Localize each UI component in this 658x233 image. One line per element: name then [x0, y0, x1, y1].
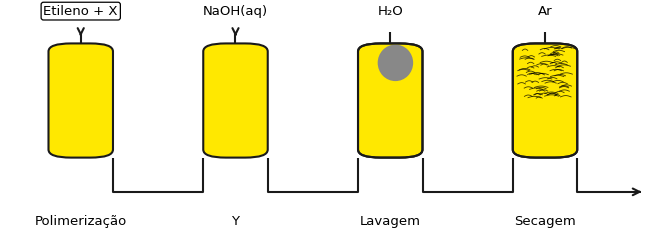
Text: H₂O: H₂O: [378, 5, 403, 18]
Text: Etileno + X: Etileno + X: [43, 5, 118, 18]
Text: Secagem: Secagem: [514, 215, 576, 228]
FancyBboxPatch shape: [49, 43, 113, 158]
FancyBboxPatch shape: [358, 43, 422, 158]
FancyBboxPatch shape: [203, 43, 268, 158]
Ellipse shape: [378, 45, 413, 81]
FancyBboxPatch shape: [513, 43, 577, 158]
Text: Y: Y: [232, 215, 240, 228]
Text: Polimerização: Polimerização: [35, 215, 127, 228]
Text: Lavagem: Lavagem: [360, 215, 420, 228]
Text: NaOH(aq): NaOH(aq): [203, 5, 268, 18]
Text: Ar: Ar: [538, 5, 552, 18]
